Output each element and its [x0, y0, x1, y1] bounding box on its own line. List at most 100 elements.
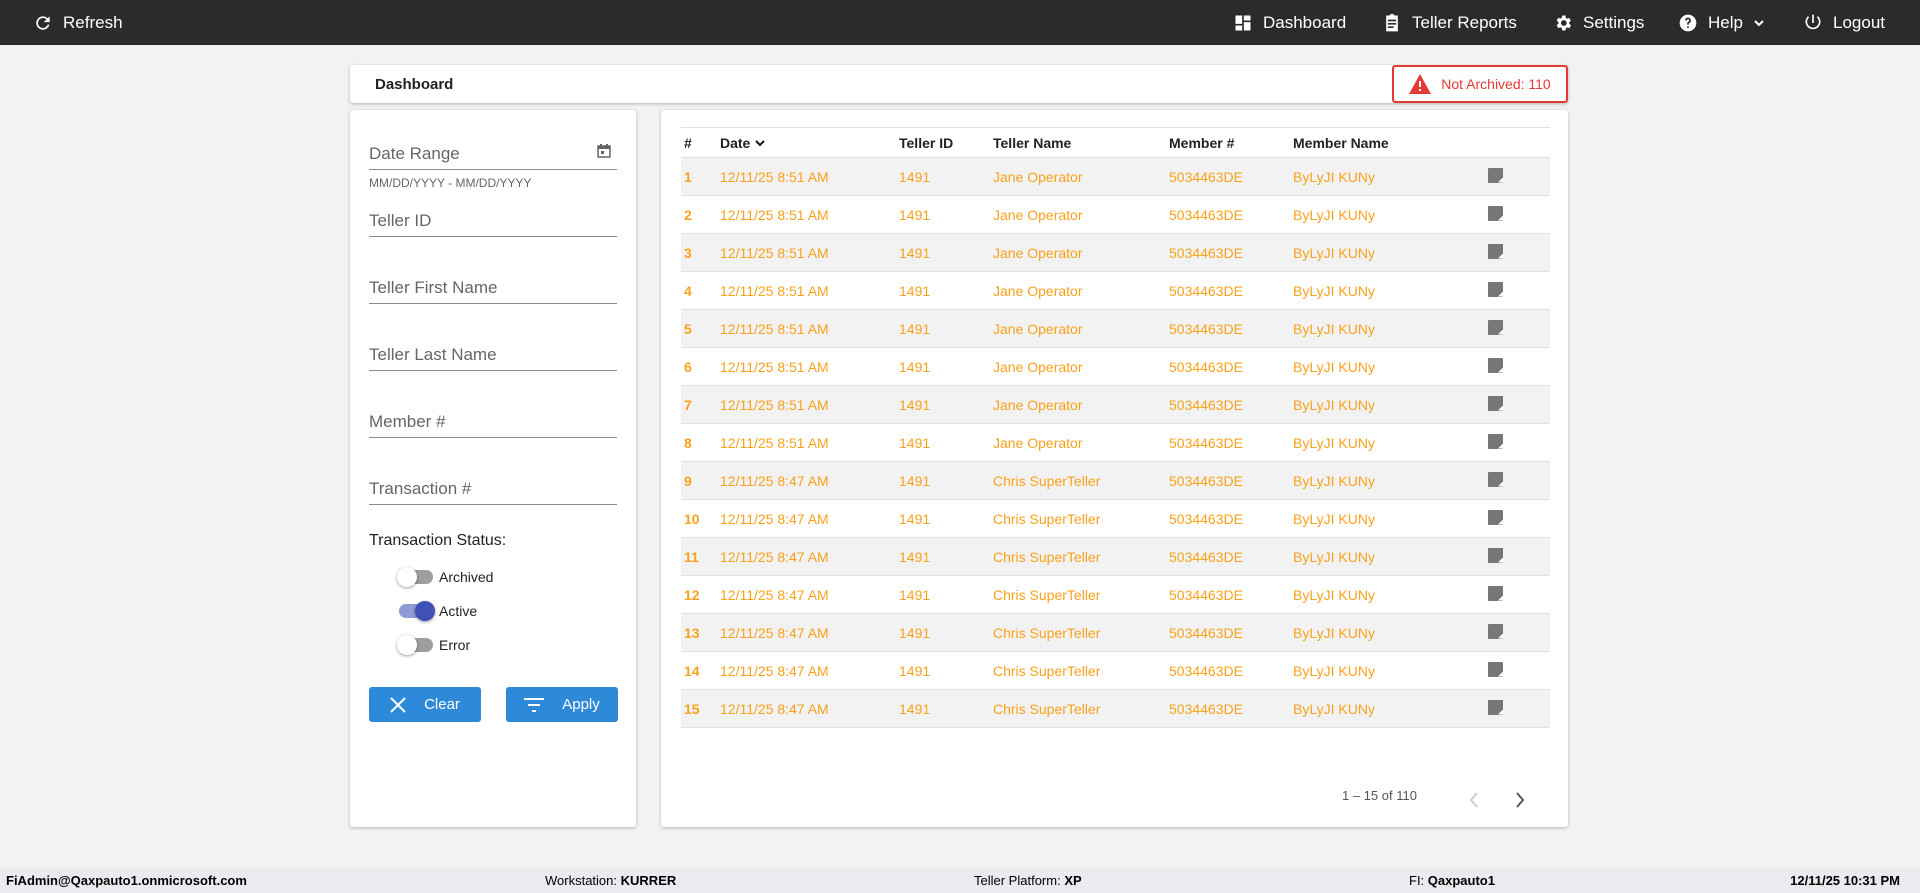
member-number-input[interactable]: Member #	[369, 410, 617, 438]
row-teller-name: Chris SuperTeller	[990, 651, 1166, 690]
note-icon[interactable]	[1488, 509, 1503, 525]
not-archived-badge[interactable]: Not Archived: 110	[1392, 65, 1568, 103]
row-member-number: 5034463DE	[1166, 309, 1290, 348]
col-actions	[1485, 127, 1550, 158]
table-row[interactable]: 7 12/11/25 8:51 AM 1491 Jane Operator 503446…	[681, 385, 1550, 424]
nav-teller-reports-label: Teller Reports	[1412, 12, 1517, 32]
note-icon[interactable]	[1488, 623, 1503, 639]
row-index: 14	[681, 651, 717, 690]
page-header: Dashboard Not Archived: 110	[350, 65, 1568, 103]
row-teller-name: Chris SuperTeller	[990, 575, 1166, 614]
row-index: 13	[681, 613, 717, 652]
note-icon[interactable]	[1488, 547, 1503, 563]
toggle-error[interactable]: Error	[397, 635, 470, 655]
row-date: 12/11/25 8:51 AM	[717, 271, 896, 310]
refresh-button[interactable]: Refresh	[33, 0, 123, 45]
row-teller-name: Chris SuperTeller	[990, 613, 1166, 652]
footer-fi: FI: Qaxpauto1	[1409, 873, 1495, 888]
row-member-name: ByLyJI KUNy	[1290, 651, 1485, 690]
note-icon[interactable]	[1488, 167, 1503, 183]
row-teller-id: 1491	[896, 537, 990, 576]
row-member-name: ByLyJI KUNy	[1290, 309, 1485, 348]
toggle-active[interactable]: Active	[399, 601, 478, 621]
table-row[interactable]: 15 12/11/25 8:47 AM 1491 Chris SuperTeller 5…	[681, 689, 1550, 728]
footer-platform: Teller Platform: XP	[974, 873, 1082, 888]
date-range-input[interactable]: Date Range	[369, 142, 617, 170]
row-action	[1485, 233, 1550, 272]
teller-first-name-input[interactable]: Teller First Name	[369, 276, 617, 304]
row-teller-name: Chris SuperTeller	[990, 461, 1166, 500]
nav-logout[interactable]: Logout	[1803, 0, 1885, 45]
note-icon[interactable]	[1488, 281, 1503, 297]
row-member-name: ByLyJI KUNy	[1290, 499, 1485, 538]
table-row[interactable]: 1 12/11/25 8:51 AM 1491 Jane Operator 503446…	[681, 157, 1550, 196]
note-icon[interactable]	[1488, 471, 1503, 487]
workstation-value: KURRER	[620, 873, 677, 888]
toggle-active-label: Active	[439, 603, 478, 619]
nav-help[interactable]: Help	[1678, 0, 1765, 45]
table-row[interactable]: 12 12/11/25 8:47 AM 1491 Chris SuperTeller 5…	[681, 575, 1550, 614]
row-index: 2	[681, 195, 717, 234]
gear-icon	[1556, 15, 1571, 30]
prev-page-button[interactable]	[1467, 791, 1481, 809]
note-icon[interactable]	[1488, 357, 1503, 373]
table-row[interactable]: 8 12/11/25 8:51 AM 1491 Jane Operator 503446…	[681, 423, 1550, 462]
table-row[interactable]: 9 12/11/25 8:47 AM 1491 Chris SuperTeller 50…	[681, 461, 1550, 500]
row-member-name: ByLyJI KUNy	[1290, 689, 1485, 728]
row-action	[1485, 575, 1550, 614]
row-action	[1485, 385, 1550, 424]
col-date[interactable]: Date	[717, 127, 896, 158]
note-icon[interactable]	[1488, 433, 1503, 449]
row-action	[1485, 423, 1550, 462]
row-index: 10	[681, 499, 717, 538]
table-row[interactable]: 11 12/11/25 8:47 AM 1491 Chris SuperTeller 5…	[681, 537, 1550, 576]
nav-dashboard[interactable]: Dashboard	[1233, 0, 1346, 45]
apply-button[interactable]: Apply	[506, 687, 618, 722]
row-teller-name: Jane Operator	[990, 157, 1166, 196]
calendar-icon[interactable]	[597, 144, 611, 158]
row-member-number: 5034463DE	[1166, 233, 1290, 272]
row-teller-id: 1491	[896, 309, 990, 348]
note-icon[interactable]	[1488, 395, 1503, 411]
toggle-archived[interactable]: Archived	[397, 567, 494, 587]
note-icon[interactable]	[1488, 319, 1503, 335]
apply-label: Apply	[562, 696, 600, 713]
nav-teller-reports[interactable]: Teller Reports	[1382, 0, 1517, 45]
next-page-button[interactable]	[1513, 791, 1527, 809]
teller-id-input[interactable]: Teller ID	[369, 209, 617, 237]
clear-button[interactable]: Clear	[369, 687, 481, 722]
page-title: Dashboard	[375, 76, 454, 93]
row-teller-name: Jane Operator	[990, 233, 1166, 272]
table-row[interactable]: 5 12/11/25 8:51 AM 1491 Jane Operator 503446…	[681, 309, 1550, 348]
row-member-name: ByLyJI KUNy	[1290, 195, 1485, 234]
row-teller-name: Jane Operator	[990, 309, 1166, 348]
row-member-name: ByLyJI KUNy	[1290, 157, 1485, 196]
note-icon[interactable]	[1488, 585, 1503, 601]
nav-settings-label: Settings	[1583, 12, 1645, 32]
toggle-archived-label: Archived	[439, 569, 494, 585]
note-icon[interactable]	[1488, 205, 1503, 221]
footer-datetime: 12/11/25 10:31 PM	[1790, 873, 1900, 888]
transaction-number-input[interactable]: Transaction #	[369, 477, 617, 505]
table-row[interactable]: 13 12/11/25 8:47 AM 1491 Chris SuperTeller 5…	[681, 613, 1550, 652]
note-icon[interactable]	[1488, 699, 1503, 715]
note-icon[interactable]	[1488, 243, 1503, 259]
note-icon[interactable]	[1488, 661, 1503, 677]
table-row[interactable]: 10 12/11/25 8:47 AM 1491 Chris SuperTeller 5…	[681, 499, 1550, 538]
refresh-icon	[36, 15, 50, 30]
col-teller-name: Teller Name	[990, 127, 1166, 158]
table-row[interactable]: 6 12/11/25 8:51 AM 1491 Jane Operator 503446…	[681, 347, 1550, 386]
date-format-hint: MM/DD/YYYY - MM/DD/YYYY	[369, 176, 532, 190]
table-row[interactable]: 2 12/11/25 8:51 AM 1491 Jane Operator 503446…	[681, 195, 1550, 234]
table-row[interactable]: 3 12/11/25 8:51 AM 1491 Jane Operator 503446…	[681, 233, 1550, 272]
dashboard-icon	[1235, 15, 1251, 30]
row-member-number: 5034463DE	[1166, 575, 1290, 614]
row-action	[1485, 461, 1550, 500]
transaction-status-label: Transaction Status:	[369, 532, 507, 549]
row-member-name: ByLyJI KUNy	[1290, 385, 1485, 424]
teller-last-name-input[interactable]: Teller Last Name	[369, 343, 617, 371]
nav-settings[interactable]: Settings	[1553, 0, 1644, 45]
table-row[interactable]: 14 12/11/25 8:47 AM 1491 Chris SuperTeller 5…	[681, 651, 1550, 690]
row-action	[1485, 271, 1550, 310]
table-row[interactable]: 4 12/11/25 8:51 AM 1491 Jane Operator 503446…	[681, 271, 1550, 310]
